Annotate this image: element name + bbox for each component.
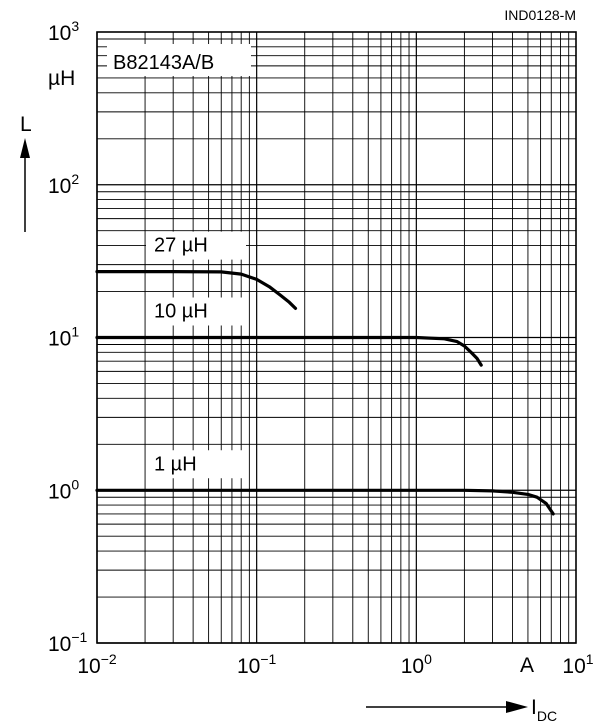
series-label-bg	[146, 297, 246, 326]
y-tick-label: 100	[48, 476, 79, 503]
x-axis-symbol: IDC	[531, 696, 557, 722]
y-axis-arrow	[20, 138, 30, 232]
title-box	[107, 44, 251, 76]
y-tick-label: 102	[48, 171, 79, 198]
series-label-2: 10 µH	[154, 301, 208, 323]
series-label-3: 1 µH	[154, 453, 197, 475]
x-axis-symbol-sub: DC	[537, 708, 557, 722]
figure-id: IND0128-M	[504, 7, 576, 23]
series-label-bg	[146, 231, 246, 260]
x-tick-label: 10−1	[237, 651, 277, 678]
x-tick-label: 101	[562, 651, 593, 678]
x-tick-labels: 10−2 10−1 100 101	[77, 651, 593, 678]
x-tick-label: 100	[401, 651, 432, 678]
y-unit-label: µH	[48, 67, 75, 90]
x-tick-label: 10−2	[77, 651, 117, 678]
x-axis-symbol-main: I	[531, 696, 537, 719]
chart-title: B82143A/B	[113, 52, 214, 74]
series-line-1	[95, 270, 298, 310]
series-line-3	[95, 488, 555, 516]
series-group: 27 µH 10 µH 1 µH	[95, 231, 555, 516]
y-axis-symbol: L	[20, 113, 32, 136]
x-axis-arrow	[366, 701, 528, 713]
y-tick-labels: 10−1 100 101 102 103	[48, 18, 88, 656]
y-tick-label: 103	[48, 18, 79, 45]
y-tick-label: 101	[48, 324, 79, 351]
x-unit-label: A	[520, 654, 534, 677]
y-tick-label: 10−1	[48, 629, 88, 656]
series-line-2	[95, 335, 483, 367]
series-label-bg	[146, 450, 246, 479]
series-label-1: 27 µH	[154, 235, 208, 257]
